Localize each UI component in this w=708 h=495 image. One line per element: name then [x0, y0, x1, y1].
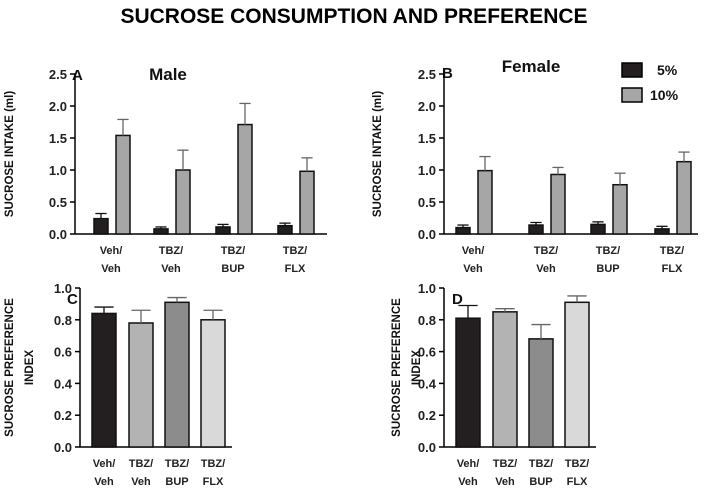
panel-c-x-tick-label: TBZ/FLX	[201, 458, 225, 488]
panel-b-y-tick-label: 2.0	[418, 99, 436, 114]
panel-c-letter: C	[67, 291, 78, 308]
panel-a-bar-5pct-0	[93, 217, 109, 235]
panel-c-x-tick-label: TBZ/BUP	[165, 458, 189, 488]
panel-c-y-tick-label: 1.0	[54, 281, 72, 296]
panel-c-y-tick-label: 0.8	[54, 313, 72, 328]
panel-a-y-tick-label: 0.5	[49, 195, 67, 210]
panel-d-y-tick-label: 0.8	[418, 313, 436, 328]
panel-c-y-tick-label: 0.2	[54, 408, 72, 423]
panel-d-y-tick-label: 0.0	[418, 440, 436, 455]
panel-a-bar-10pct-0	[115, 134, 131, 235]
panel-d-y-tick-label: 1.0	[418, 281, 436, 296]
panel-d-x-tick-label: Veh/Veh	[457, 458, 480, 488]
panel-a-bar-5pct-2	[215, 226, 231, 235]
panel-a-y-tick-label: 2.5	[49, 67, 67, 82]
panel-d-y-tick-label: 0.4	[418, 376, 437, 391]
panel-d-bar-pref-0	[455, 317, 481, 448]
panel-a-bar-5pct-1	[153, 228, 169, 235]
panel-c-bar-pref-1	[128, 322, 154, 448]
panel-b-bar-10pct-3	[676, 160, 692, 235]
panel-b-x-tick-label: TBZ/Veh	[534, 245, 558, 275]
panel-c-y-tick-label: 0.0	[54, 440, 72, 455]
panel-d-x-tick-label: TBZ/Veh	[493, 458, 517, 488]
panel-b-x-tick-label: TBZ/FLX	[660, 245, 684, 275]
panel-a-bar-10pct-2	[237, 123, 253, 235]
panel-a-x-tick-label: TBZ/BUP	[221, 245, 245, 275]
legend-swatch-5pct	[621, 62, 643, 78]
panel-b-letter: B	[442, 65, 453, 82]
panel-d-x-tick-label: TBZ/BUP	[529, 458, 553, 488]
panel-b-bar-10pct-1	[550, 173, 566, 235]
panel-a-bar-10pct-3	[299, 170, 315, 235]
panel-c-y-tick-label: 0.4	[54, 376, 73, 391]
panel-a-bar-5pct-3	[277, 224, 293, 235]
panel-b-y-tick-label: 1.0	[418, 163, 436, 178]
panel-c-y-label: SUCROSE PREFERENCE INDEX	[4, 298, 36, 437]
panel-a-y-tick-label: 0.0	[49, 227, 67, 242]
panel-a-y-tick-label: 2.0	[49, 99, 67, 114]
panel-c-bar-pref-0	[91, 312, 117, 448]
legend-label-5pct: 5%	[657, 62, 678, 78]
panel-b-title: Female	[502, 57, 561, 76]
panel-a-bar-10pct-1	[175, 169, 191, 235]
panel-b-y-label: SUCROSE INTAKE (ml)	[372, 91, 384, 217]
panel-c-y-tick-label: 0.6	[54, 345, 72, 360]
panel-b-y-tick-label: 2.5	[418, 67, 436, 82]
panel-a: A Male 0.0 0.5 1.0 1.5 2.0 2.5 SUCROSE INTAKE …	[4, 65, 327, 275]
panel-c-bar-pref-3	[200, 319, 226, 448]
panel-d-y-label: SUCROSE PREFERENCE INDEX	[391, 298, 423, 437]
panel-a-y-tick-label: 1.5	[49, 131, 67, 146]
legend-label-10pct: 10%	[650, 87, 679, 103]
panel-b-y-tick-label: 1.5	[418, 131, 436, 146]
panel-a-y-tick-label: 1.0	[49, 163, 67, 178]
panel-a-x-tick-label: TBZ/Veh	[159, 245, 183, 275]
panel-d-letter: D	[452, 291, 463, 308]
panel-d-bar-pref-3	[564, 301, 590, 448]
panel-d-y-tick-label: 0.6	[418, 345, 436, 360]
panel-b-bar-5pct-3	[654, 228, 670, 235]
panel-a-title: Male	[149, 65, 187, 84]
panel-c-x-tick-label: Veh/Veh	[93, 458, 116, 488]
panel-d-y-tick-label: 0.2	[418, 408, 436, 423]
panel-a-letter: A	[72, 67, 83, 84]
panel-b-bar-5pct-2	[590, 223, 606, 235]
panel-b-bar-5pct-1	[528, 224, 544, 235]
panel-a-y-label: SUCROSE INTAKE (ml)	[4, 91, 16, 217]
panel-d: D 0.0 0.2 0.4 0.6 0.8 1.0 SUCROSE PREFERENCE IN…	[391, 281, 596, 488]
panel-d-bar-pref-1	[492, 311, 518, 448]
panel-c-x-tick-label: TBZ/Veh	[129, 458, 153, 488]
panel-a-x-tick-label: Veh/Veh	[100, 245, 123, 275]
legend: 5% 10%	[621, 62, 679, 103]
panel-b-y-tick-label: 0.5	[418, 195, 436, 210]
figure-title: SUCROSE CONSUMPTION AND PREFERENCE	[120, 5, 587, 28]
panel-b-bar-5pct-0	[455, 226, 471, 235]
panel-d-bar-pref-2	[528, 338, 554, 448]
panel-c: C 0.0 0.2 0.4 0.6 0.8 1.0 SUCROSE PREFERENCE IN…	[4, 281, 232, 488]
panel-b-bar-10pct-2	[612, 183, 628, 235]
panel-b-y-tick-label: 0.0	[418, 227, 436, 242]
panel-d-x-tick-label: TBZ/FLX	[565, 458, 589, 488]
panel-c-bar-pref-2	[164, 301, 190, 448]
panel-b-x-tick-label: TBZ/BUP	[596, 245, 620, 275]
legend-swatch-10pct	[621, 87, 643, 103]
panel-b: B Female 0.0 0.5 1.0 1.5 2.0 2.5 SUCROSE INTAK…	[372, 57, 698, 275]
panel-b-x-tick-label: Veh/Veh	[462, 245, 485, 275]
panel-a-x-tick-label: TBZ/FLX	[283, 245, 307, 275]
panel-b-bar-10pct-0	[477, 169, 493, 235]
